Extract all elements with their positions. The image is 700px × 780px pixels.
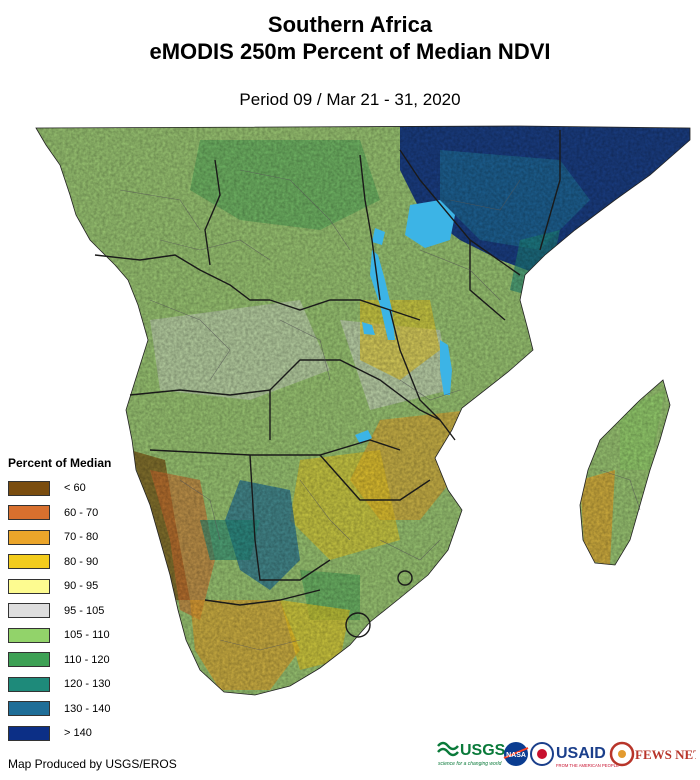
legend-swatch: [8, 578, 50, 594]
usaid-tagline: FROM THE AMERICAN PEOPLE: [556, 763, 619, 768]
ndvi-map: [35, 125, 691, 696]
map-credit: Map Produced by USGS/EROS: [8, 757, 177, 771]
legend-label: > 140: [64, 727, 92, 740]
legend-item: 70 - 80: [8, 525, 126, 550]
legend-item: 80 - 90: [8, 550, 126, 575]
legend-label: 130 - 140: [64, 702, 111, 715]
legend-title: Percent of Median: [8, 456, 112, 470]
legend-item: 95 - 105: [8, 599, 126, 624]
legend-label: 110 - 120: [64, 653, 110, 666]
legend-label: 95 - 105: [64, 604, 105, 617]
legend-swatch: [8, 603, 50, 619]
legend-swatch: [8, 725, 50, 741]
fewsnet-wordmark: FEWS NET: [635, 747, 696, 762]
country-borders: [94, 130, 561, 638]
usaid-seal-icon: [530, 742, 554, 766]
lake-victoria: [405, 200, 455, 248]
usaid-wordmark: USAID: [556, 745, 606, 762]
legend-label: 80 - 90: [64, 555, 99, 568]
legend-item: 60 - 70: [8, 501, 126, 526]
legend-label: < 60: [64, 482, 86, 495]
legend-swatch: [8, 554, 50, 570]
legend-swatch: [8, 676, 50, 692]
lake-malawi: [440, 340, 452, 395]
legend-label: 90 - 95: [64, 580, 99, 593]
usaid-logo: USAID FROM THE AMERICAN PEOPLE: [556, 745, 619, 768]
legend-label: 105 - 110: [64, 629, 110, 642]
usgs-tagline: science for a changing world: [438, 761, 502, 767]
legend: Percent of Median < 60 60 - 70 70 - 80 80 -…: [8, 456, 126, 746]
fewsnet-logo: FEWS NET: [609, 741, 696, 767]
lake-kariba: [355, 430, 372, 444]
usgs-wordmark: USGS: [460, 742, 506, 759]
legend-label: 70 - 80: [64, 531, 99, 544]
nasa-logo: NASA: [503, 742, 529, 766]
legend-item: 120 - 130: [8, 672, 126, 697]
legend-swatch: [8, 480, 50, 496]
legend-item: > 140: [8, 721, 126, 746]
lake-kivu: [372, 228, 385, 245]
legend-item: 105 - 110: [8, 623, 126, 648]
admin-borders: [119, 169, 641, 651]
lake-mweru: [362, 322, 375, 335]
legend-swatch: [8, 701, 50, 717]
usgs-logo: USGS science for a changing world: [437, 741, 506, 767]
legend-item: 90 - 95: [8, 574, 126, 599]
legend-item: < 60: [8, 476, 126, 501]
agency-logos: USGS science for a changing world NASA U…: [437, 741, 696, 768]
legend-swatch: [8, 627, 50, 643]
legend-item: 130 - 140: [8, 697, 126, 722]
legend-label: 60 - 70: [64, 506, 99, 519]
nasa-wordmark: NASA: [506, 752, 526, 759]
legend-swatch: [8, 505, 50, 521]
legend-label: 120 - 130: [64, 678, 111, 691]
legend-swatch: [8, 652, 50, 668]
map-title-line1: Southern Africa: [267, 12, 433, 37]
map-title-line2: eMODIS 250m Percent of Median NDVI: [149, 39, 551, 64]
legend-swatch: [8, 529, 50, 545]
legend-item: 110 - 120: [8, 648, 126, 673]
map-period: Period 09 / Mar 21 - 31, 2020: [239, 90, 461, 109]
